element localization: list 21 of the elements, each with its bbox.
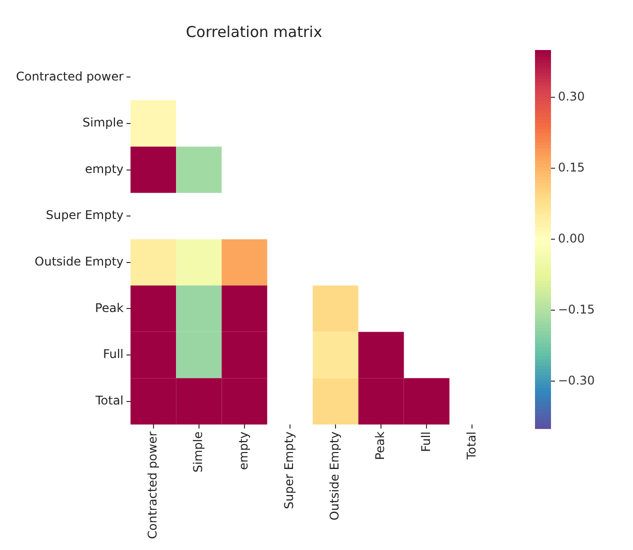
y-tick-label: Full: [102, 347, 124, 362]
color-bar-label: 0.00: [558, 231, 585, 246]
color-bar-label: −0.15: [558, 302, 595, 316]
x-tick-label: empty: [236, 431, 251, 470]
x-tick-label: Simple: [190, 431, 205, 472]
y-tick-label: Simple: [82, 116, 124, 130]
x-tick-label: Peak: [373, 431, 388, 460]
x-tick-label: Outside Empty: [328, 431, 342, 520]
color-bar-label: 0.30: [558, 89, 585, 104]
y-tick-label: Outside Empty: [34, 254, 124, 269]
x-tick-label: Full: [418, 431, 433, 452]
y-tick-label: Contracted power: [16, 69, 124, 84]
x-tick-label: Total: [464, 431, 478, 461]
y-tick-label: Super Empty: [46, 208, 124, 222]
x-tick-label: Super Empty: [282, 431, 296, 510]
color-bar-label: −0.30: [558, 373, 595, 388]
color-bar-label: 0.15: [558, 160, 585, 174]
y-tick-label: empty: [85, 162, 124, 176]
chart-title: Correlation matrix: [186, 22, 322, 41]
y-tick-label: Total: [94, 393, 124, 408]
y-tick-label: Peak: [95, 300, 124, 315]
